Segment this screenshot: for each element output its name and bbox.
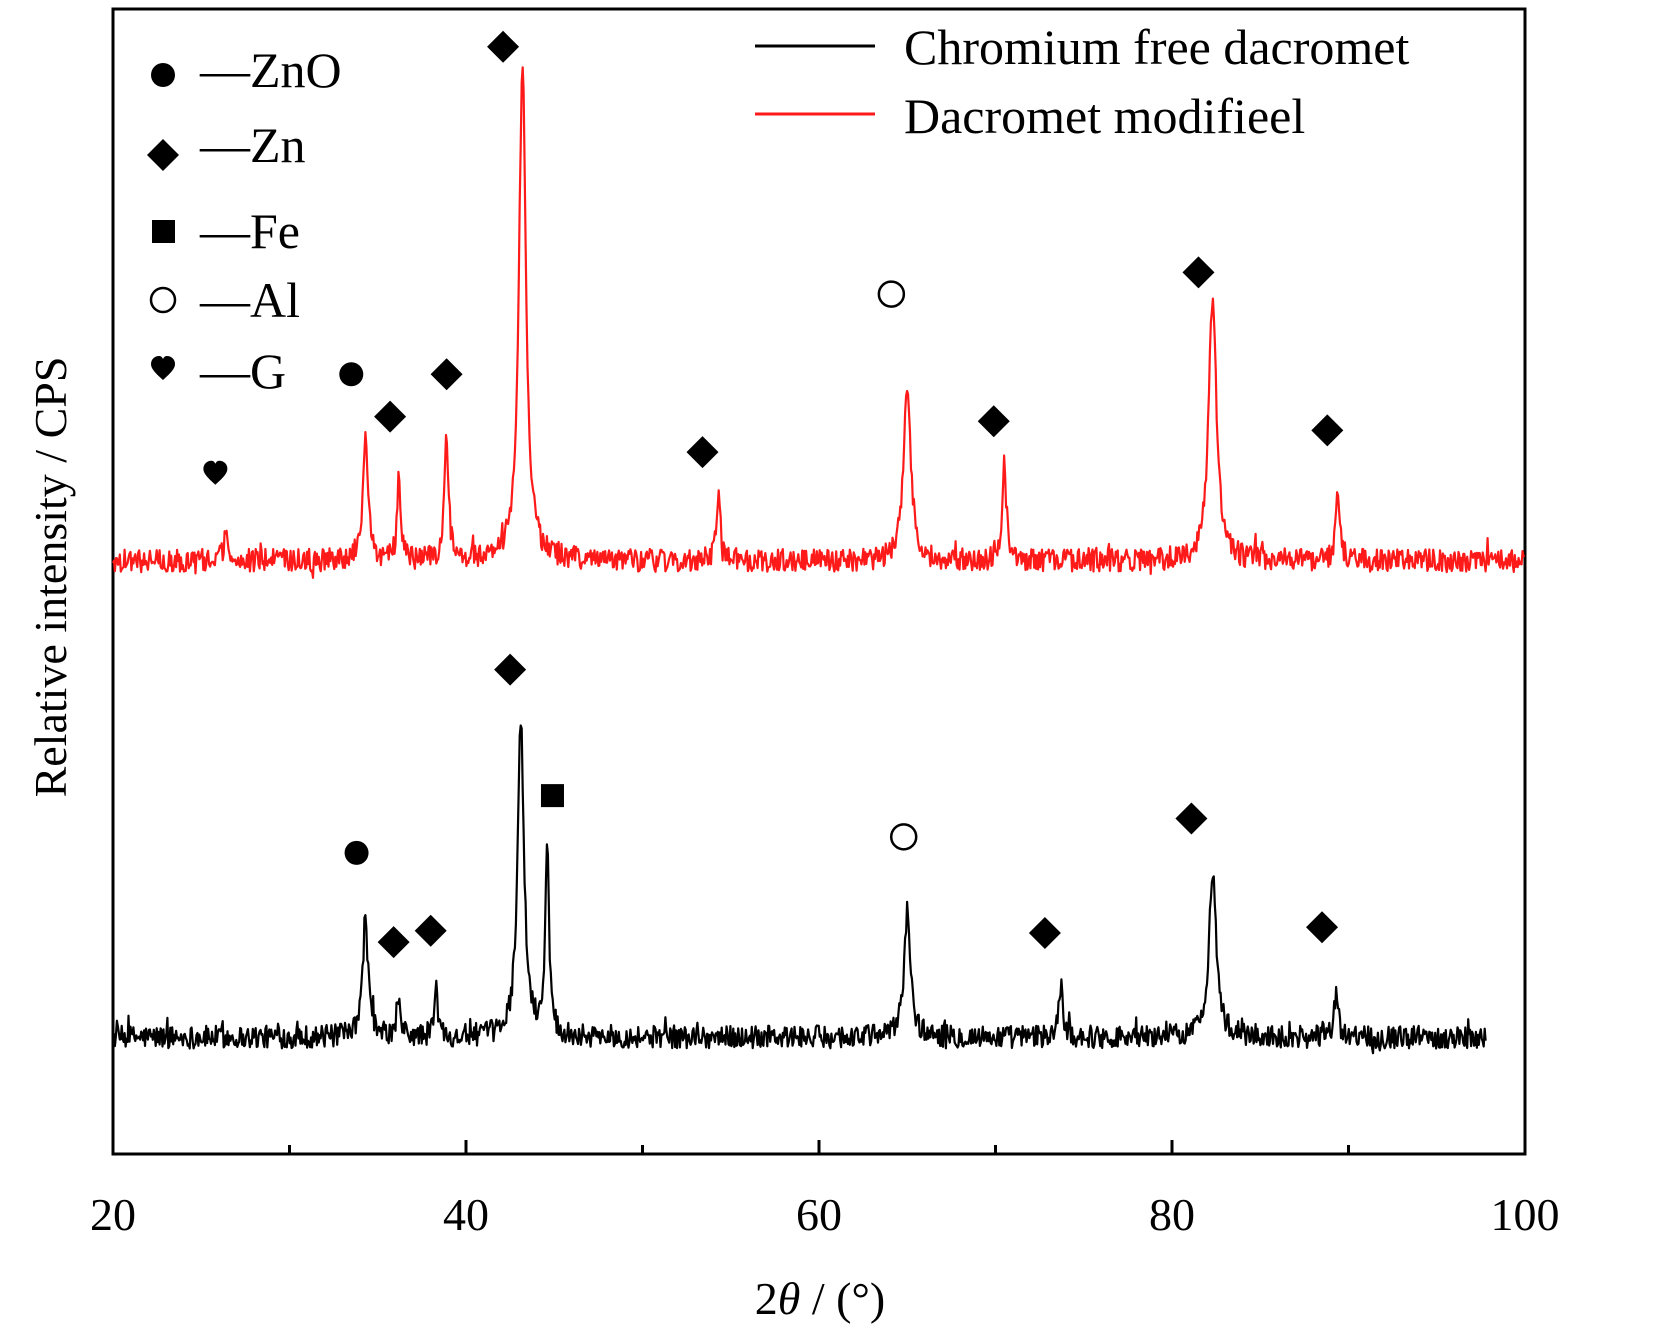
series-layer — [111, 66, 1526, 1055]
x-axis-title-theta: θ — [778, 1273, 801, 1324]
diamond-filled-marker — [494, 653, 527, 686]
circle-open-marker — [889, 823, 918, 851]
x-axis-title-unit: / (°) — [800, 1273, 885, 1324]
x-tick-label: 40 — [443, 1189, 489, 1240]
square-filled-marker — [540, 784, 564, 808]
diamond-filled-marker — [1028, 917, 1061, 950]
diamond-filled-marker — [1175, 802, 1208, 835]
legend: Chromium free dacromet Dacromet modifiee… — [755, 19, 1409, 144]
peak-marker-layer — [203, 30, 1344, 959]
phase-key-row: —G — [151, 343, 286, 399]
circle-filled-marker — [344, 840, 369, 865]
x-tick-label: 100 — [1491, 1189, 1560, 1240]
circle-open-icon — [149, 286, 177, 314]
phase-key-row: —Fe — [152, 203, 300, 259]
phase-key-label: —Fe — [199, 203, 300, 259]
series-line-modified — [111, 66, 1526, 579]
phase-key-label: —ZnO — [199, 42, 342, 98]
diamond-filled-marker — [1311, 414, 1344, 447]
legend-entry: Chromium free dacromet — [755, 19, 1409, 75]
circle-filled-marker — [339, 362, 364, 387]
x-axis-ticks: 20 40 60 80 100 — [90, 1140, 1560, 1240]
legend-entry: Dacromet modifieel — [755, 88, 1305, 144]
heart-filled-marker — [203, 460, 228, 485]
diamond-filled-icon — [147, 139, 179, 171]
phase-key-row: —Al — [149, 272, 300, 328]
phase-key-label: —Al — [199, 272, 300, 328]
series-line-chromium-free — [111, 724, 1487, 1055]
circle-open-marker — [877, 280, 906, 308]
x-tick-label: 80 — [1149, 1189, 1195, 1240]
phase-key-label: —G — [199, 343, 286, 399]
diamond-filled-marker — [430, 358, 463, 391]
diamond-filled-marker — [374, 400, 407, 433]
square-filled-icon — [152, 220, 175, 243]
diamond-filled-marker — [487, 30, 520, 63]
circle-filled-icon — [151, 63, 175, 87]
heart-filled-icon — [151, 356, 175, 380]
phase-key: —ZnO —Zn —Fe —Al —G — [147, 42, 342, 399]
diamond-filled-marker — [977, 405, 1010, 438]
x-tick-label: 20 — [90, 1189, 136, 1240]
legend-label: Chromium free dacromet — [904, 19, 1409, 75]
diamond-filled-marker — [1306, 911, 1339, 944]
legend-label: Dacromet modifieel — [904, 88, 1305, 144]
plot-area — [111, 7, 1527, 1156]
diamond-filled-marker — [414, 914, 447, 947]
x-tick-label: 60 — [796, 1189, 842, 1240]
diamond-filled-marker — [377, 926, 410, 959]
plot-frame — [111, 7, 1527, 1156]
phase-key-row: —Zn — [147, 117, 306, 173]
y-axis-title: Relative intensity / CPS — [25, 357, 76, 798]
phase-key-label: —Zn — [199, 117, 306, 173]
x-axis-title: 2θ / (°) — [755, 1273, 885, 1324]
diamond-filled-marker — [686, 436, 719, 469]
x-axis-title-prefix: 2 — [755, 1273, 778, 1324]
phase-key-row: —ZnO — [151, 42, 342, 98]
diamond-filled-marker — [1182, 256, 1215, 289]
